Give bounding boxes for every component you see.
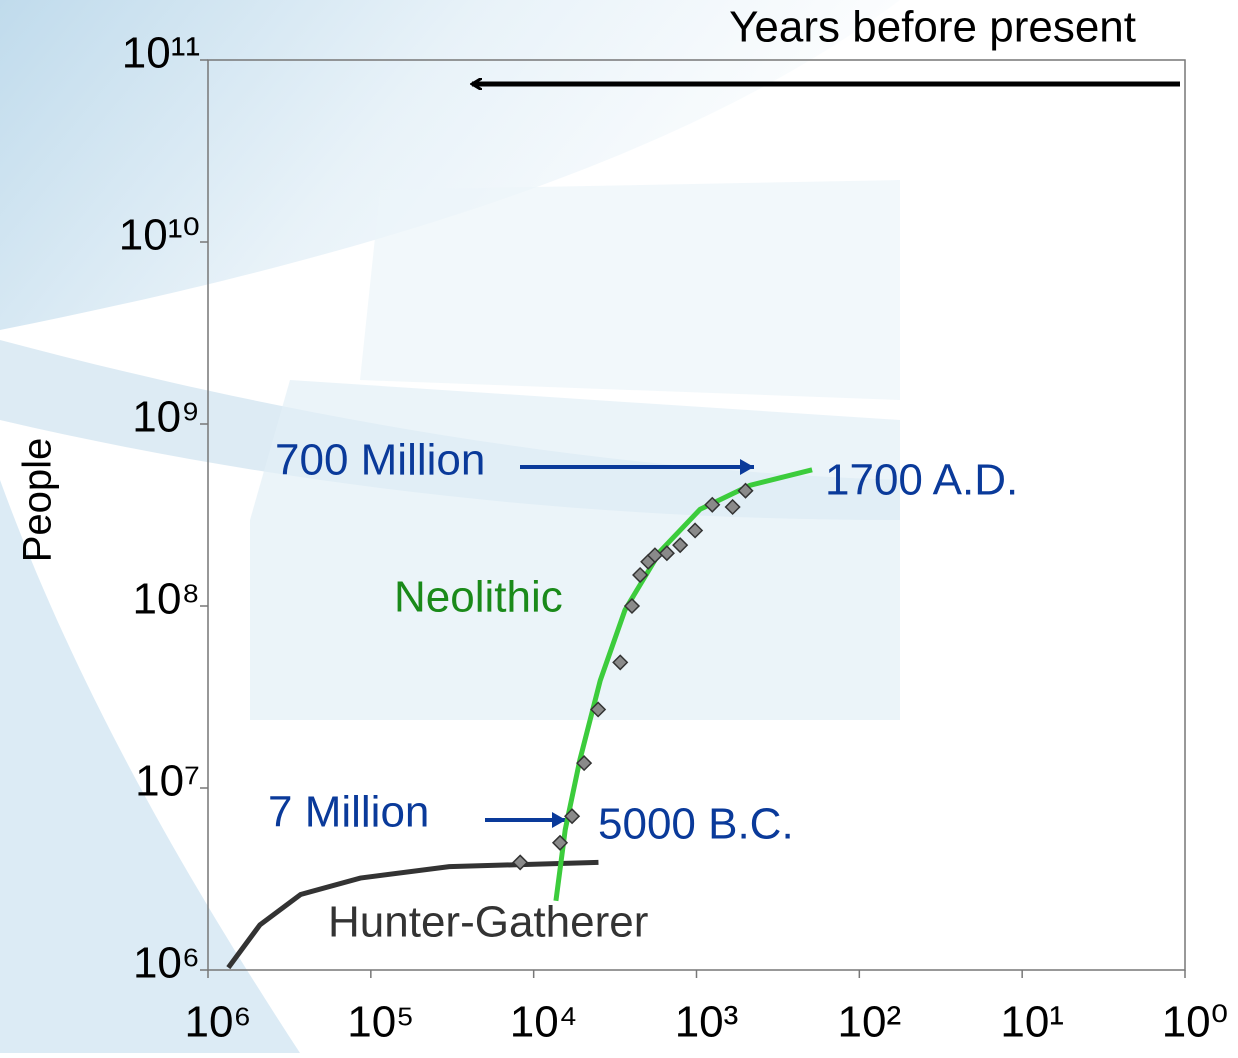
x-tick-label: 10² [838,998,902,1047]
data-point [551,834,569,851]
background [0,0,900,1053]
data-point [724,498,741,516]
annotation: Years before present [729,3,1136,52]
y-tick-label: 10¹¹ [122,29,200,78]
y-tick-label: 10⁹ [132,393,200,442]
x-tick-label: 10⁵ [347,998,414,1047]
x-tick-label: 10¹ [1000,998,1064,1047]
annotation: 5000 B.C. [598,800,794,849]
data-point [658,545,675,562]
series-label: Neolithic [394,573,563,622]
y-axis-label: People [16,438,60,563]
line-series [553,467,813,902]
y-tick-label: 10¹⁰ [119,211,200,260]
x-tick-label: 10⁴ [510,998,578,1047]
y-tick-label: 10⁶ [133,939,200,988]
x-tick-label: 10³ [675,998,739,1047]
data-point [737,482,754,499]
data-point [564,808,581,825]
y-tick-label: 10⁷ [135,757,200,806]
data-point [512,854,529,871]
data-point [687,522,704,539]
line-series [226,859,599,970]
data-point [590,701,607,718]
annotation: 1700 A.D. [825,456,1018,505]
annotation: 7 Million [268,788,429,837]
data-point [672,537,689,554]
data-point [612,654,629,671]
annotation: 700 Million [275,436,485,485]
data-point [576,755,593,772]
x-tick-label: 10⁰ [1162,998,1229,1047]
y-tick-label: 10⁸ [132,575,200,624]
data-point [623,597,641,615]
series-label: Hunter-Gatherer [328,898,648,947]
data-point [632,566,649,584]
data-point [704,496,721,513]
x-tick-label: 10⁶ [184,998,251,1047]
